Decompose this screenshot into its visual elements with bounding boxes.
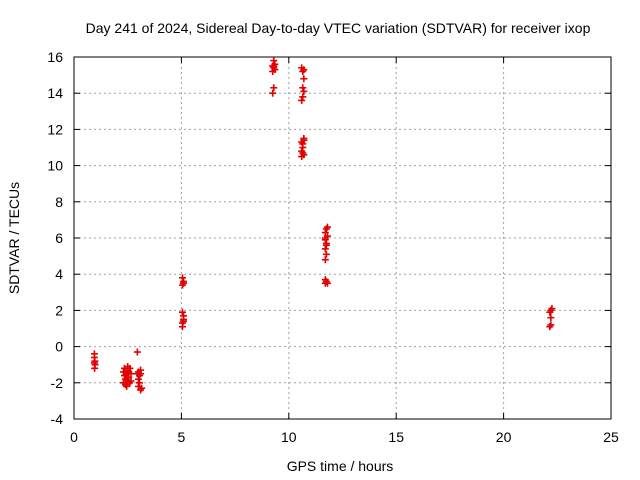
data-point [321,256,329,264]
data-point [300,151,308,159]
data-point [547,314,555,322]
y-tick-label: 0 [55,339,63,355]
data-point [122,372,130,380]
y-tick-label: 12 [47,121,63,137]
data-point [134,375,142,383]
data-point [180,279,188,287]
x-tick-label: 25 [603,429,619,445]
data-point [299,93,307,101]
y-tick-label: 4 [55,266,63,282]
data-point [269,89,277,97]
data-point [547,321,555,329]
x-tick-label: 5 [178,429,186,445]
data-point [123,382,131,390]
data-point [124,363,132,371]
data-point [298,147,306,155]
x-tick-label: 10 [281,429,297,445]
data-point [300,136,308,144]
data-point [180,317,188,325]
x-tick-label: 15 [388,429,404,445]
data-point [137,370,145,378]
chart-title: Day 241 of 2024, Sidereal Day-to-day VTE… [86,20,591,36]
data-point [133,348,141,356]
y-tick-label: 8 [55,194,63,210]
x-axis-label: GPS time / hours [287,458,394,474]
data-point [300,66,308,74]
y-tick-label: -4 [51,411,64,427]
data-point [125,368,133,376]
data-point [321,276,329,284]
axis-ticks: 0 5 10 15 20 25 -4 -2 0 2 4 6 8 10 12 14 16 [47,49,619,445]
y-tick-label: 10 [47,158,63,174]
data-point [299,84,307,92]
data-point [322,241,330,249]
data-point [548,305,556,313]
data-point [299,140,307,148]
data-point [323,279,331,287]
y-tick-label: 6 [55,230,63,246]
y-tick-label: 2 [55,302,63,318]
data-point [271,66,279,74]
data-point [321,234,329,242]
y-tick-label: 14 [47,85,63,101]
data-point [300,87,308,95]
data-point [322,250,330,258]
data-point [138,384,146,392]
data-point [298,96,306,104]
y-axis-label: SDTVAR / TECUs [6,182,22,294]
data-point [178,274,186,282]
x-tick-label: 0 [70,429,78,445]
x-tick-label: 20 [496,429,512,445]
data-point [178,308,186,316]
data-point [323,223,331,231]
grid-lines [74,57,611,419]
data-point [321,245,329,253]
data-point [136,379,144,387]
data-point [91,364,99,372]
data-point [300,75,308,83]
y-tick-label: -2 [51,375,64,391]
data-point [127,377,135,385]
data-point [270,62,278,70]
data-point [270,84,278,92]
data-points [90,57,556,394]
y-tick-label: 16 [47,49,63,65]
